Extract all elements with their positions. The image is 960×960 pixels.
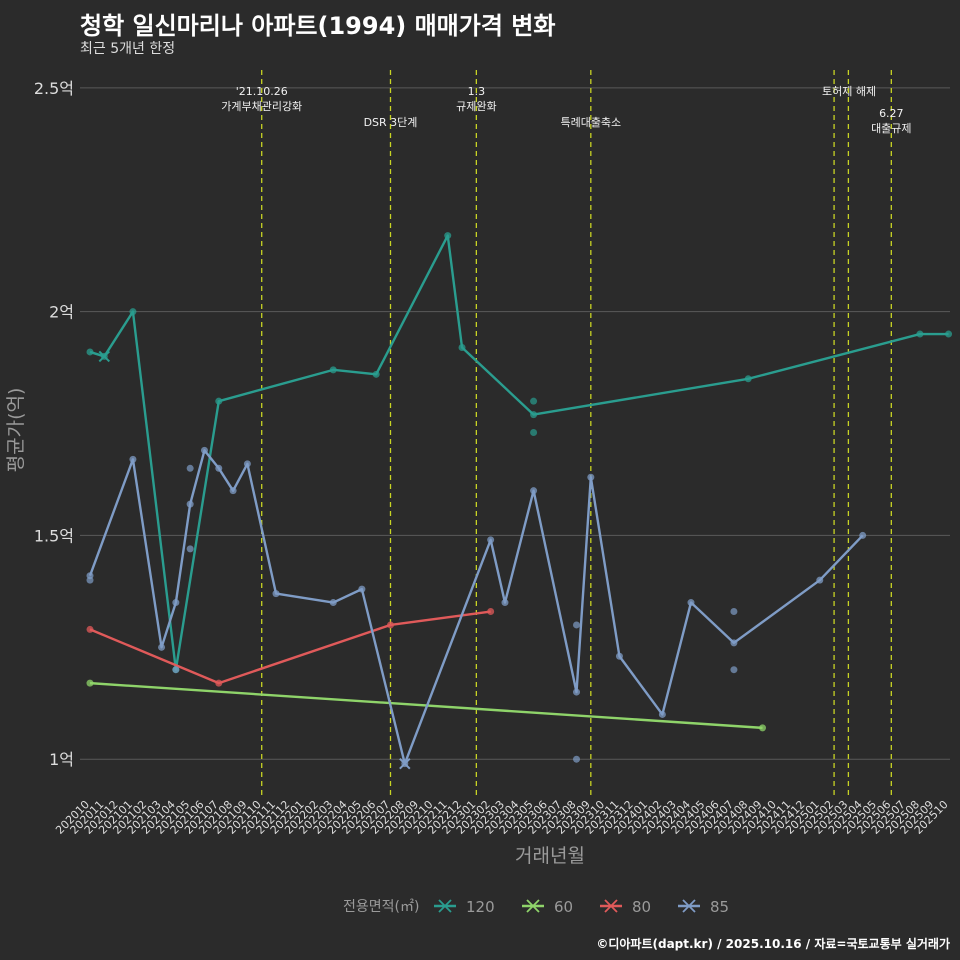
data-point-120	[530, 411, 538, 419]
data-point-85	[687, 599, 695, 607]
data-point-120	[530, 397, 538, 405]
data-point-85	[573, 621, 581, 629]
data-point-85	[172, 666, 180, 674]
y-tick-label: 1억	[49, 750, 74, 769]
data-point-85	[587, 473, 595, 481]
data-point-85	[329, 599, 337, 607]
data-point-85	[816, 576, 824, 584]
y-tick-label: 1.5억	[34, 526, 74, 545]
data-point-120	[215, 397, 223, 405]
chart-subtitle: 최근 5개년 한정	[80, 41, 176, 57]
data-point-85	[658, 710, 666, 718]
series-line-85	[88, 449, 864, 765]
legend-marker-85	[682, 899, 696, 913]
policy-event-label: 규제완화	[456, 100, 496, 113]
x-axis-title: 거래년월	[515, 845, 585, 867]
policy-event-label: 토허제 해제	[822, 84, 876, 98]
data-point-85	[730, 639, 738, 647]
data-point-85	[272, 590, 280, 598]
policy-event-label: DSR 3단계	[364, 116, 418, 129]
data-point-80	[386, 621, 394, 629]
data-point-80	[215, 679, 223, 687]
data-point-85	[859, 531, 867, 539]
cross-marker-120	[98, 350, 111, 363]
data-point-85	[186, 464, 194, 472]
legend-label-85: 85	[710, 898, 729, 916]
y-tick-label: 2억	[49, 303, 74, 322]
policy-event-label: 대출규제	[871, 122, 911, 135]
data-point-80	[487, 608, 495, 616]
data-point-85	[215, 464, 223, 472]
data-point-85	[573, 688, 581, 696]
data-point-60	[86, 679, 94, 687]
policy-event-label: 1.3	[468, 85, 486, 98]
y-axis-title: 평균가(억)	[5, 388, 27, 473]
data-point-85	[573, 755, 581, 763]
series-line-80	[89, 610, 491, 685]
legend-label-120: 120	[466, 898, 495, 916]
data-point-85	[730, 666, 738, 674]
data-point-60	[759, 724, 767, 732]
data-point-120	[458, 343, 466, 351]
legend-label-80: 80	[632, 898, 651, 916]
data-point-85	[615, 652, 623, 660]
data-point-85	[487, 536, 495, 544]
data-point-85	[200, 446, 208, 454]
cross-marker-85	[399, 757, 411, 770]
legend-marker-60	[526, 899, 540, 913]
data-point-85	[501, 599, 509, 607]
data-point-120	[744, 375, 752, 383]
data-point-85	[530, 487, 538, 495]
data-point-85	[358, 585, 366, 593]
data-point-80	[86, 625, 94, 633]
legend-marker-80	[604, 899, 618, 913]
legend-label-60: 60	[554, 898, 573, 916]
data-point-85	[129, 455, 137, 463]
data-point-120	[945, 330, 953, 338]
policy-event-label: '21.10.26	[236, 85, 288, 98]
policy-event-label: 특례대출축소	[560, 116, 621, 129]
source-caption: ©디아파트(dapt.kr) / 2025.10.16 / 자료=국토교통부 실…	[596, 937, 950, 951]
data-point-120	[329, 366, 337, 374]
chart-title: 청학 일신마리나 아파트(1994) 매매가격 변화	[80, 12, 556, 40]
data-point-85	[730, 608, 738, 616]
data-point-120	[372, 370, 380, 378]
data-point-85	[158, 643, 166, 651]
data-point-85	[243, 460, 251, 468]
y-tick-label: 2.5억	[34, 79, 74, 98]
data-point-85	[186, 545, 194, 553]
data-point-120	[916, 330, 924, 338]
legend-title: 전용면적(㎡)	[343, 899, 419, 915]
policy-event-label: 6.27	[879, 107, 904, 120]
data-point-85	[86, 576, 94, 584]
policy-event-label: 가계부채관리강화	[221, 100, 302, 113]
data-point-85	[172, 599, 180, 607]
legend-marker-120	[438, 899, 452, 913]
data-point-120	[530, 429, 538, 436]
data-point-120	[129, 308, 137, 316]
data-point-85	[229, 487, 237, 495]
data-point-120	[86, 348, 94, 356]
data-point-85	[186, 500, 194, 508]
series-line-120	[89, 234, 949, 671]
data-point-120	[444, 232, 452, 240]
